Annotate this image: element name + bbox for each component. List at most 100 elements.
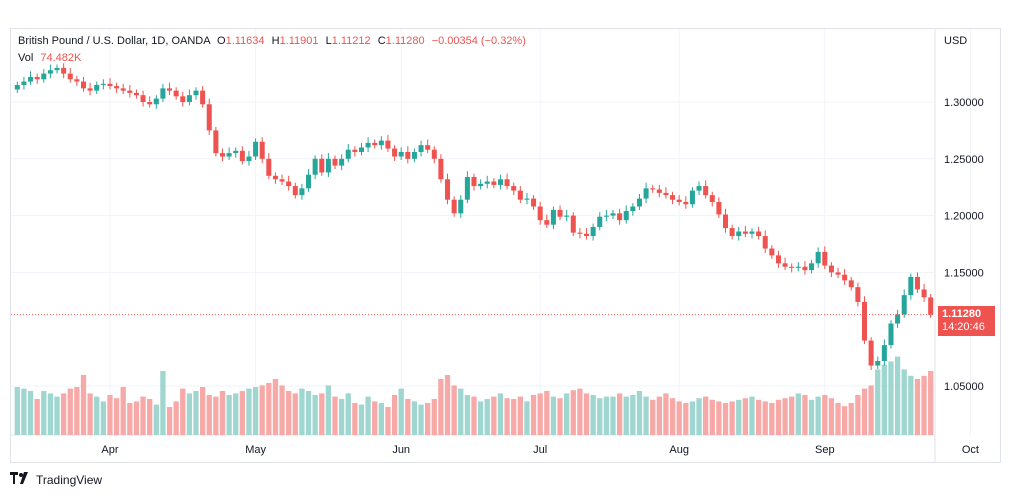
volume-bar [365, 396, 371, 435]
volume-bar [199, 387, 206, 435]
volume-bar [34, 399, 40, 435]
candle-body [133, 92, 139, 96]
candle-body [908, 276, 914, 296]
volume-bar [398, 388, 404, 435]
volume-bar [458, 388, 464, 435]
volume-bar [385, 407, 391, 435]
candle-body [656, 189, 662, 193]
candle-body [901, 295, 907, 315]
candle-body [332, 158, 338, 166]
candle-body [100, 83, 106, 85]
volume-bar [901, 369, 907, 435]
candle-body [372, 142, 378, 146]
volume-value: 74.482K [40, 52, 82, 64]
volume-bar [524, 401, 530, 435]
volume-bar [372, 401, 378, 435]
volume-bar [193, 391, 199, 435]
candle-body [676, 199, 682, 202]
candle-body [219, 153, 226, 157]
volume-bar [663, 393, 669, 435]
volume-bar [894, 356, 901, 435]
volume-bar [80, 375, 87, 435]
candle-body [729, 228, 735, 237]
candle-body [716, 201, 722, 215]
volume-bar [504, 398, 510, 435]
volume-bar [914, 379, 921, 435]
volume-bar [113, 398, 120, 435]
last-price-value: 1.11280 [942, 308, 982, 320]
candle-body [253, 141, 259, 157]
candle-body [550, 209, 556, 225]
volume-bar [14, 387, 20, 435]
high-label: H [271, 35, 280, 47]
volume-bar [762, 401, 768, 435]
volume-bar [577, 388, 583, 435]
candle-body [722, 214, 729, 229]
time-tick-label: Jul [533, 444, 547, 456]
candle-body [531, 198, 537, 207]
candle-body [875, 361, 881, 366]
time-tick-label: Sep [815, 444, 835, 456]
candle-body [339, 158, 345, 166]
volume-bar [822, 395, 828, 435]
volume-bar [597, 398, 603, 435]
tradingview-logo-icon[interactable] [10, 472, 30, 487]
candle-body [259, 141, 265, 159]
candle-body [87, 88, 93, 91]
candle-body [34, 77, 40, 80]
candle-body [570, 215, 576, 233]
close-value: 1.11280 [385, 35, 425, 47]
volume-bar [444, 375, 451, 435]
volume-bar [484, 399, 490, 435]
volume-bar [41, 391, 47, 435]
candle-body [431, 149, 437, 159]
candle-body [438, 158, 444, 180]
candle-body [590, 226, 596, 237]
volume-bar [239, 391, 245, 435]
price-tick-label: 1.20000 [944, 211, 984, 223]
candle-body [643, 188, 649, 199]
candle-body [888, 323, 894, 346]
volume-bar [928, 371, 934, 435]
last-price-tag: 1.11280 14:20:46 [938, 306, 995, 336]
volume-bar [338, 399, 345, 435]
candle-body [272, 175, 278, 180]
volume-bar [299, 388, 305, 435]
candle-body [663, 192, 669, 196]
candle-body [405, 151, 411, 159]
candle-body [398, 151, 404, 157]
candle-body [392, 148, 398, 157]
volume-bar [219, 391, 226, 435]
volume-bar [74, 387, 80, 435]
candle-body [385, 140, 391, 149]
candle-body [822, 251, 828, 266]
volume-bar [451, 385, 457, 435]
candle-body [14, 84, 20, 90]
volume-bar [848, 403, 854, 435]
candle-body [279, 179, 285, 182]
volume-bar [716, 401, 722, 435]
volume-bar [683, 403, 689, 435]
candle-body [153, 98, 159, 105]
volume-bar [808, 399, 815, 435]
candle-body [504, 179, 510, 187]
candle-body [650, 188, 656, 190]
candle-body [299, 188, 305, 196]
candle-body [855, 287, 861, 302]
candle-body [683, 201, 689, 205]
price-tick-label: 1.05000 [944, 381, 984, 393]
volume-bar [358, 404, 365, 435]
volume-bar [729, 401, 735, 435]
volume-bar [749, 396, 755, 435]
volume-bar [921, 375, 927, 435]
volume-bar [590, 395, 596, 435]
candle-body [491, 181, 497, 185]
volume-bar [147, 399, 153, 435]
volume-bar [226, 395, 232, 435]
volume-bar [332, 396, 338, 435]
candle-body [266, 158, 272, 176]
volume-bar [795, 393, 801, 435]
candle-body [378, 140, 384, 146]
volume-bar [630, 395, 636, 435]
